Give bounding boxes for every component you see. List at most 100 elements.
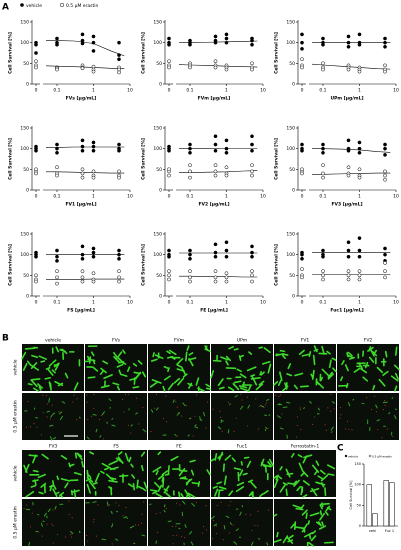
x-tick-label: 1 [358, 194, 361, 200]
data-point [346, 44, 351, 49]
cell [331, 401, 335, 404]
data-point [34, 51, 38, 55]
cell [248, 351, 253, 355]
cell [32, 469, 39, 473]
data-point [224, 173, 229, 178]
micrograph-background [85, 499, 147, 546]
data-point [55, 146, 59, 151]
cell [108, 486, 113, 490]
cell [135, 412, 138, 415]
dead-cell [257, 525, 259, 527]
dead-cell [220, 501, 222, 503]
cell [250, 376, 261, 380]
cell [151, 379, 162, 384]
cell [250, 481, 257, 489]
data-point [300, 275, 304, 280]
dead-cell [133, 542, 135, 544]
micrograph-background [274, 393, 336, 440]
dead-cell [275, 394, 277, 396]
micrograph-background [22, 393, 84, 440]
dead-cell [73, 394, 75, 396]
data-point [188, 163, 192, 168]
cell [204, 345, 208, 351]
data-point [188, 150, 192, 155]
dead-cell [392, 436, 394, 438]
cell [163, 375, 171, 381]
data-point [250, 42, 254, 47]
cell [71, 489, 80, 493]
y-tick-label: 150 [20, 126, 29, 132]
cell [86, 483, 91, 494]
x-axis-label: FVs [µg/mL] [66, 96, 97, 102]
x-tick-label: 0.1 [53, 194, 60, 200]
cell [393, 364, 400, 371]
cell [74, 452, 78, 459]
dead-cell [42, 394, 44, 396]
cell [315, 521, 321, 526]
cell [120, 373, 128, 377]
dead-cell [324, 424, 326, 426]
cell [155, 492, 163, 498]
data-point [383, 261, 387, 265]
micrograph [85, 393, 147, 440]
data-point [34, 40, 38, 45]
dead-cell [333, 408, 335, 410]
cell [105, 473, 114, 481]
cell [250, 541, 254, 546]
cell [136, 479, 139, 489]
data-point [300, 171, 304, 176]
cell [319, 469, 326, 475]
micrograph [211, 393, 273, 440]
data-point [250, 173, 254, 178]
cell [59, 415, 63, 421]
cell [102, 360, 109, 365]
column-label: Ferrostatin-1 [291, 444, 320, 450]
cell [47, 368, 54, 376]
data-point [213, 148, 218, 153]
cell [205, 383, 211, 388]
dead-cell [40, 434, 42, 436]
row-label: 0.5 µM erastin [13, 400, 19, 432]
cell [239, 405, 244, 410]
cell [309, 512, 320, 517]
data-point [213, 40, 218, 45]
data-point [213, 275, 218, 280]
cell [130, 424, 133, 427]
y-axis-label: Cell Survival [%] [274, 138, 280, 180]
data-point [117, 57, 121, 62]
data-point [346, 248, 351, 253]
cell [76, 453, 83, 461]
cell [108, 398, 112, 402]
cell [108, 460, 119, 466]
cell [287, 363, 292, 370]
x-tick-label: 0.1 [186, 194, 193, 200]
data-point [188, 169, 192, 174]
cell [191, 482, 200, 485]
y-tick-label: 100 [286, 252, 295, 258]
cell [64, 372, 69, 379]
dead-cell [235, 417, 237, 419]
cell [310, 535, 317, 542]
data-point [80, 244, 85, 249]
dead-cell [201, 532, 203, 534]
cell [92, 501, 97, 503]
x-axis-label: FV1 [µg/mL] [65, 202, 96, 208]
cell [116, 385, 121, 391]
cell [194, 424, 197, 427]
cell [394, 415, 397, 420]
column-label: FVs [112, 338, 121, 344]
dead-cell [87, 418, 89, 420]
cell [56, 475, 60, 481]
data-point [383, 246, 387, 251]
dead-cell [52, 509, 54, 511]
cell [217, 426, 222, 430]
y-tick-label: 0 [159, 82, 162, 88]
data-point [55, 173, 59, 178]
cell [360, 367, 368, 374]
data-point [80, 148, 85, 153]
cell [116, 351, 123, 359]
data-point [224, 146, 229, 151]
cell [282, 482, 288, 486]
cell [137, 360, 143, 365]
cell [68, 462, 71, 468]
